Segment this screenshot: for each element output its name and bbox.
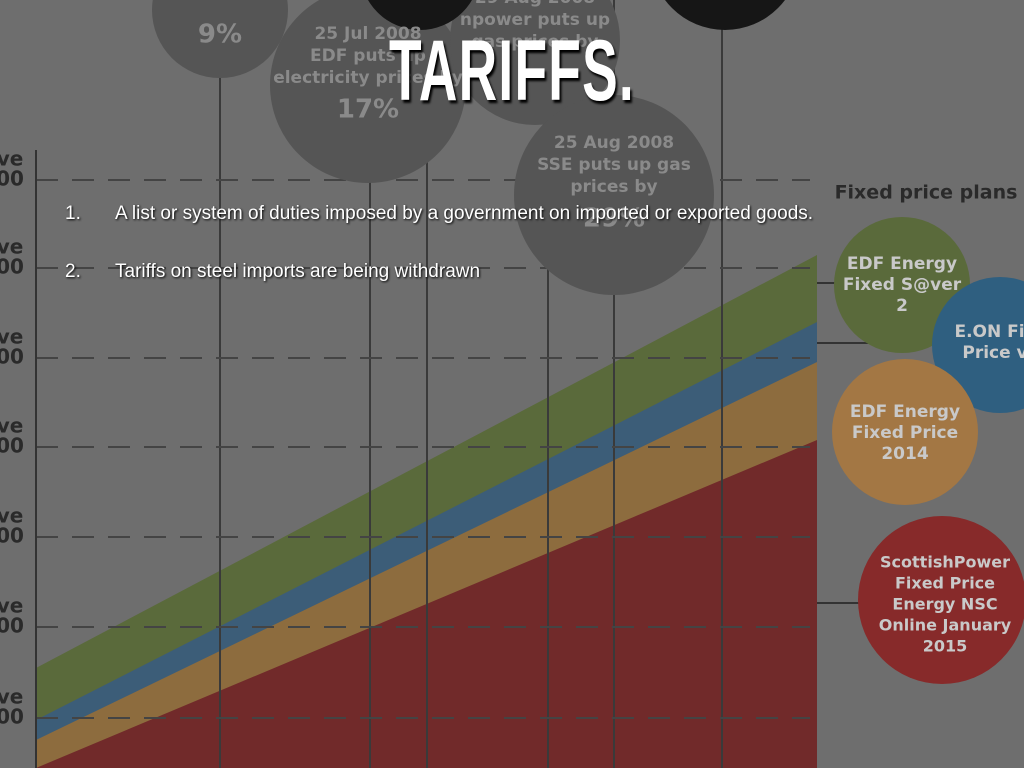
slide-title: TARIFFS.: [389, 23, 635, 119]
plan-text: ScottishPower: [880, 553, 1010, 572]
axis-label: 00: [0, 434, 24, 458]
bubble: [368, 0, 472, 30]
item-number: 2.: [65, 261, 81, 282]
item-number: 1.: [65, 203, 81, 224]
plan-text: E.ON Fix: [954, 322, 1024, 342]
bubble-text: 25 Aug 2008: [554, 133, 674, 153]
heading: Fixed price plans: [835, 182, 1018, 204]
axis-label: ve: [0, 594, 23, 618]
bubble-text: electricity prices by: [273, 68, 463, 88]
axis-label: ve: [0, 685, 23, 709]
axis-label: 00: [0, 255, 24, 279]
plan-text: Energy NSC: [892, 595, 997, 614]
bubble: [665, 0, 785, 30]
plan-text: Fixed Price: [895, 574, 995, 593]
axis-label: ve: [0, 504, 23, 528]
bubble: [514, 95, 714, 295]
bubble-text: EDF puts up: [310, 46, 426, 66]
plan-text: 2014: [881, 444, 928, 464]
axis-label: ve: [0, 235, 23, 259]
list-item: 1. A list or system of duties imposed by …: [65, 203, 813, 225]
plan-text: Fixed Price: [852, 423, 958, 443]
axis-label: ve: [0, 414, 23, 438]
bubble-text: prices by: [570, 177, 657, 197]
plan-text: 2015: [923, 637, 968, 656]
plan-text: EDF Energy: [850, 402, 960, 422]
plan-bubble: [858, 516, 1024, 684]
list-item: 2. Tariffs on steel imports are being wit…: [65, 261, 480, 283]
axis-label: 00: [0, 524, 24, 548]
bubble: [270, 0, 466, 183]
bubble-text: 9%: [198, 20, 242, 50]
bubble: [450, 0, 620, 125]
plan-bubble: [834, 217, 970, 353]
bubble-text: 29 Aug 2008: [475, 0, 595, 8]
bubble: [152, 0, 288, 78]
item-text: Tariffs on steel imports are being withd…: [115, 261, 481, 282]
plan-text: EDF Energy: [847, 254, 957, 274]
axis-label: 00: [0, 705, 24, 729]
axis-label: ve: [0, 147, 23, 171]
axis-label: 00: [0, 167, 24, 191]
bubble-text: gas prices by: [472, 32, 599, 52]
plan-text: Price v: [962, 343, 1024, 363]
plan-text: Fixed S@ver: [843, 275, 962, 295]
plan-text: 2: [896, 296, 908, 316]
axis-label: ve: [0, 325, 23, 349]
bubble-text: SSE puts up gas: [537, 155, 691, 175]
bubble-text: 25 Jul 2008: [314, 24, 421, 44]
bubble-text: 17%: [337, 95, 399, 125]
plan-text: Online January: [879, 616, 1012, 635]
plan-bubble: [832, 359, 978, 505]
bubble-text: npower puts up: [460, 10, 610, 30]
bubble-text: 29%: [583, 204, 645, 234]
axis-label: 00: [0, 345, 24, 369]
item-text: A list or system of duties imposed by a …: [115, 203, 814, 224]
axis-label: 00: [0, 614, 24, 638]
